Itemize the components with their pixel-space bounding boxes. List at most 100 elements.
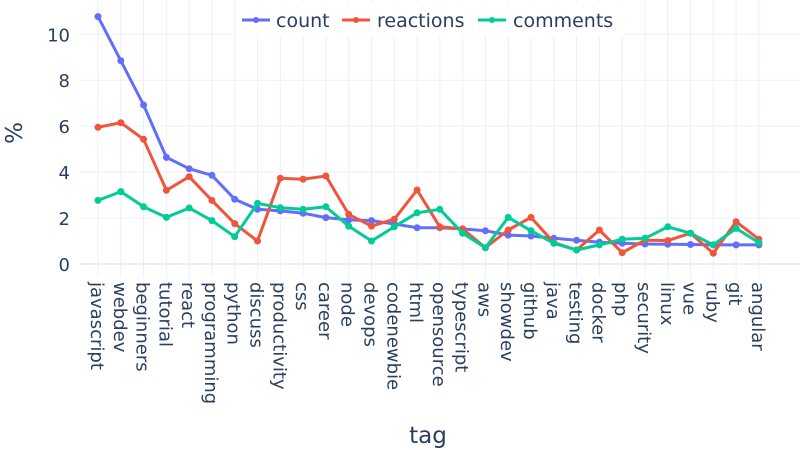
data-point[interactable]	[117, 57, 125, 65]
x-tick-label: java	[542, 281, 563, 320]
data-point[interactable]	[322, 203, 330, 211]
data-point[interactable]	[755, 239, 763, 247]
data-point[interactable]	[390, 223, 398, 231]
data-point[interactable]	[641, 234, 649, 242]
data-point[interactable]	[413, 209, 421, 217]
data-point[interactable]	[618, 249, 626, 257]
data-point[interactable]	[527, 227, 535, 235]
data-point[interactable]	[527, 232, 535, 240]
series-reactions	[94, 119, 763, 257]
data-point[interactable]	[117, 119, 125, 127]
data-point[interactable]	[368, 237, 375, 245]
data-point[interactable]	[299, 205, 307, 213]
data-point[interactable]	[322, 214, 330, 222]
data-point[interactable]	[94, 196, 102, 204]
y-tick-label: 10	[47, 25, 70, 46]
data-point[interactable]	[208, 171, 216, 179]
data-point[interactable]	[94, 123, 102, 131]
series-line	[97, 121, 760, 255]
data-point[interactable]	[481, 227, 489, 235]
legend-item-count[interactable]: count	[242, 10, 330, 32]
plot-series	[94, 13, 763, 257]
data-point[interactable]	[185, 204, 193, 212]
data-point[interactable]	[595, 226, 603, 234]
legend-item-reactions[interactable]: reactions	[342, 10, 464, 32]
x-tick-label: python	[223, 282, 244, 345]
data-point[interactable]	[231, 220, 239, 228]
data-point[interactable]	[550, 239, 558, 247]
data-point[interactable]	[687, 241, 694, 248]
series-count	[94, 13, 763, 249]
y-tick-label: 6	[59, 117, 70, 138]
legend-label: comments	[513, 10, 613, 32]
data-point[interactable]	[208, 196, 216, 204]
x-tick-label: beginners	[132, 282, 153, 372]
data-point[interactable]	[732, 224, 740, 232]
data-point[interactable]	[140, 101, 148, 109]
data-point[interactable]	[231, 233, 239, 241]
data-point[interactable]	[504, 231, 512, 239]
y-tick-label: 2	[59, 209, 70, 230]
data-point[interactable]	[117, 188, 125, 196]
data-point[interactable]	[208, 217, 216, 225]
data-point[interactable]	[345, 216, 353, 224]
data-point[interactable]	[459, 229, 467, 237]
legend-marker-icon	[353, 17, 359, 23]
x-tick-label: showdev	[496, 282, 517, 362]
legend-marker-icon	[253, 17, 259, 23]
data-point[interactable]	[595, 241, 603, 249]
legend-item-comments[interactable]: comments	[478, 10, 613, 32]
data-point[interactable]	[573, 236, 581, 244]
data-point[interactable]	[254, 237, 261, 245]
data-point[interactable]	[618, 235, 626, 243]
data-point[interactable]	[504, 213, 512, 221]
data-point[interactable]	[413, 224, 421, 232]
data-point[interactable]	[709, 241, 717, 249]
data-point[interactable]	[527, 213, 535, 221]
data-point[interactable]	[664, 223, 672, 231]
data-point[interactable]	[504, 226, 512, 234]
series-comments	[94, 188, 763, 254]
series-line	[96, 15, 759, 247]
x-tick-label: discuss	[246, 282, 267, 348]
data-point[interactable]	[664, 237, 672, 245]
data-point[interactable]	[687, 229, 694, 237]
x-tick-label: productivity	[268, 282, 289, 390]
data-point[interactable]	[185, 165, 193, 173]
data-point[interactable]	[162, 213, 170, 221]
x-tick-label: javascript	[86, 281, 107, 370]
x-tick-label: tutorial	[154, 282, 175, 347]
data-point[interactable]	[162, 153, 170, 161]
data-point[interactable]	[390, 215, 398, 223]
y-tick-label: 8	[59, 71, 70, 92]
data-point[interactable]	[185, 173, 193, 181]
x-tick-label: programming	[200, 282, 221, 404]
x-tick-label: codenewbie	[382, 282, 403, 390]
data-point[interactable]	[140, 135, 148, 143]
data-point[interactable]	[481, 244, 489, 252]
data-point[interactable]	[231, 195, 239, 203]
data-point[interactable]	[436, 223, 444, 231]
data-point[interactable]	[140, 203, 148, 211]
data-point[interactable]	[162, 186, 170, 194]
data-point[interactable]	[368, 222, 375, 230]
legend[interactable]: count reactions comments	[236, 2, 624, 36]
data-point[interactable]	[709, 249, 717, 257]
data-point[interactable]	[413, 186, 421, 194]
x-tick-label: git	[724, 282, 745, 305]
data-point[interactable]	[345, 222, 353, 230]
data-point[interactable]	[299, 175, 307, 183]
data-point[interactable]	[322, 172, 330, 180]
x-tick-label: vue	[679, 282, 700, 315]
data-point[interactable]	[345, 210, 353, 218]
data-point[interactable]	[276, 204, 284, 212]
data-point[interactable]	[573, 246, 581, 254]
data-point[interactable]	[94, 13, 102, 21]
data-point[interactable]	[732, 241, 740, 249]
data-point[interactable]	[436, 205, 444, 213]
data-point[interactable]	[368, 217, 375, 225]
data-point[interactable]	[732, 218, 740, 226]
data-point[interactable]	[276, 174, 284, 182]
data-point[interactable]	[254, 199, 261, 207]
